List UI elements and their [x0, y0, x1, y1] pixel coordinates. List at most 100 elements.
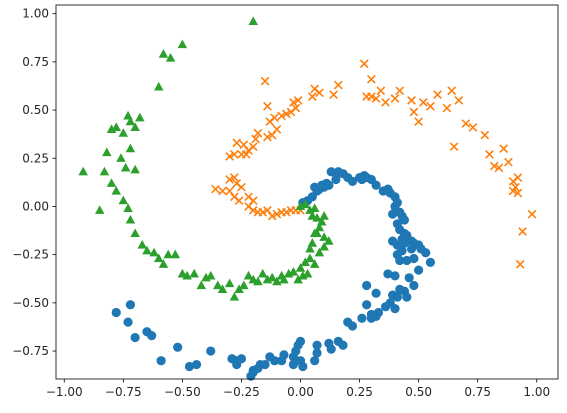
data-point: [371, 311, 381, 321]
data-point: [406, 244, 417, 254]
data-point: [125, 214, 136, 224]
series-triangle: [78, 16, 334, 301]
x-tick-label: −0.25: [223, 385, 260, 399]
data-point: [277, 207, 286, 217]
data-point: [125, 116, 136, 126]
data-point: [314, 247, 325, 257]
data-point: [135, 112, 145, 122]
data-point: [196, 280, 207, 290]
data-point: [310, 182, 320, 192]
data-point: [248, 274, 259, 284]
data-point: [293, 274, 303, 284]
data-point: [508, 186, 518, 196]
data-point: [241, 150, 251, 159]
data-point: [485, 150, 494, 159]
data-point: [130, 122, 140, 132]
data-point: [248, 16, 259, 25]
points-layer: [78, 16, 537, 381]
data-point: [392, 292, 402, 302]
data-point: [347, 176, 358, 186]
data-point: [137, 240, 147, 249]
data-point: [237, 182, 246, 192]
data-point: [288, 359, 299, 370]
data-point: [272, 276, 282, 286]
x-tick-label: −0.50: [164, 385, 201, 399]
data-point: [480, 130, 490, 140]
data-point: [312, 348, 322, 358]
data-point: [184, 361, 195, 372]
data-point: [248, 142, 258, 152]
y-tick-label: 1.00: [22, 7, 49, 21]
data-point: [229, 173, 239, 182]
data-point: [513, 188, 523, 198]
data-point: [409, 253, 419, 264]
data-point: [418, 97, 428, 107]
data-point: [511, 182, 520, 192]
data-point: [326, 167, 336, 177]
data-point: [272, 124, 282, 134]
data-point: [324, 236, 334, 245]
data-point: [99, 166, 110, 176]
data-point: [173, 342, 183, 352]
data-point: [225, 175, 234, 184]
data-point: [338, 340, 348, 350]
data-point: [229, 292, 240, 301]
data-point: [276, 270, 287, 280]
data-point: [130, 228, 140, 238]
data-point: [380, 302, 391, 312]
data-point: [293, 96, 303, 105]
data-point: [260, 76, 270, 86]
x-tick-label: 0.75: [464, 385, 491, 399]
data-point: [177, 268, 188, 278]
data-point: [409, 107, 419, 117]
data-point: [142, 245, 152, 255]
data-point: [518, 227, 527, 236]
plot-area: [56, 5, 558, 379]
series-circle: [111, 167, 436, 381]
data-point: [116, 153, 126, 162]
data-point: [298, 361, 308, 372]
data-point: [118, 128, 129, 137]
data-point: [312, 213, 322, 222]
data-point: [359, 171, 369, 181]
x-tick-label: 0.25: [346, 385, 373, 399]
data-point: [286, 205, 296, 215]
data-point: [156, 356, 166, 366]
data-point: [154, 253, 164, 263]
data-point: [277, 356, 287, 366]
data-point: [357, 313, 367, 323]
data-point: [376, 86, 386, 96]
data-point: [305, 253, 315, 263]
data-point: [310, 356, 320, 366]
data-point: [300, 199, 310, 209]
data-point: [367, 74, 376, 84]
data-point: [362, 280, 372, 291]
data-point: [390, 304, 400, 314]
data-point: [217, 284, 228, 293]
data-point: [142, 327, 152, 337]
data-point: [312, 228, 322, 238]
data-point: [414, 265, 424, 275]
data-point: [468, 123, 478, 132]
x-tick-label: 1.00: [523, 385, 550, 399]
data-point: [149, 247, 159, 257]
x-tick-label: −1.00: [46, 385, 83, 399]
data-point: [111, 186, 121, 195]
data-point: [251, 134, 260, 144]
x-tick-label: 0.00: [287, 385, 314, 399]
data-point: [425, 257, 436, 267]
data-point: [163, 249, 173, 259]
data-point: [189, 268, 199, 278]
data-point: [154, 81, 164, 91]
data-point: [326, 344, 336, 354]
data-point: [291, 103, 301, 113]
data-point: [239, 280, 249, 290]
data-point: [449, 142, 459, 152]
y-tick-label: 0.75: [22, 55, 49, 69]
data-point: [399, 238, 410, 248]
data-point: [123, 110, 133, 120]
data-point: [165, 53, 176, 62]
data-point: [177, 39, 188, 49]
data-point: [381, 97, 390, 107]
y-tick-label: 0.00: [22, 199, 49, 213]
